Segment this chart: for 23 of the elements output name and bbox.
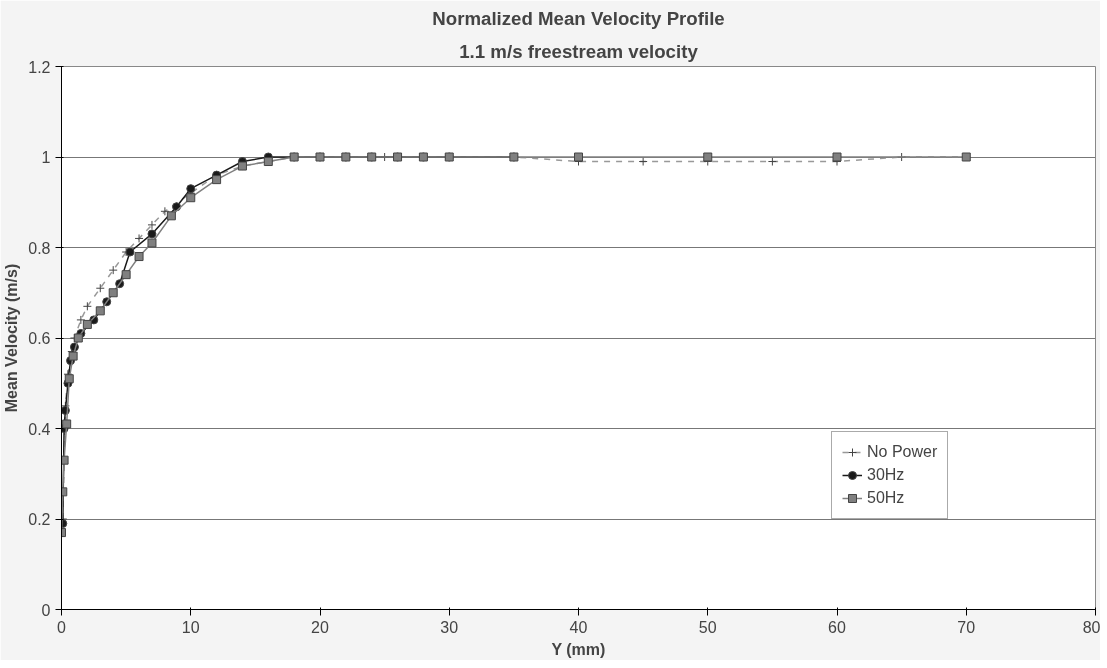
- y-tick-label: 0.2: [28, 511, 51, 528]
- x-tick-label: 20: [311, 618, 329, 636]
- y-tick-label: 0.4: [28, 420, 51, 438]
- x-tick-label: 70: [957, 618, 976, 636]
- x-tick-label: 10: [181, 618, 200, 636]
- y-tick-label: 0: [41, 601, 51, 619]
- x-tick-label: 80: [1082, 618, 1101, 636]
- legend-label: No Power: [867, 443, 938, 461]
- x-tick-label: 30: [440, 618, 459, 636]
- y-tick-label: 1.2: [28, 58, 51, 76]
- x-tick-label: 50: [698, 618, 717, 636]
- y-tick-label: 0.6: [28, 330, 51, 347]
- y-tick-label: 0.8: [28, 239, 51, 257]
- x-tick-label: 0: [57, 618, 67, 636]
- y-axis-title: Mean Velocity (m/s): [3, 263, 21, 413]
- chart-subtitle: 1.1 m/s freestream velocity: [459, 40, 699, 62]
- x-tick-label: 60: [828, 618, 846, 636]
- x-axis-title: Y (mm): [551, 640, 606, 658]
- chart-title: Normalized Mean Velocity Profile: [432, 7, 725, 29]
- x-tick-label: 40: [569, 618, 588, 636]
- legend-label: 50Hz: [867, 489, 905, 507]
- y-tick-label: 1: [41, 149, 51, 166]
- legend-label: 30Hz: [867, 466, 905, 484]
